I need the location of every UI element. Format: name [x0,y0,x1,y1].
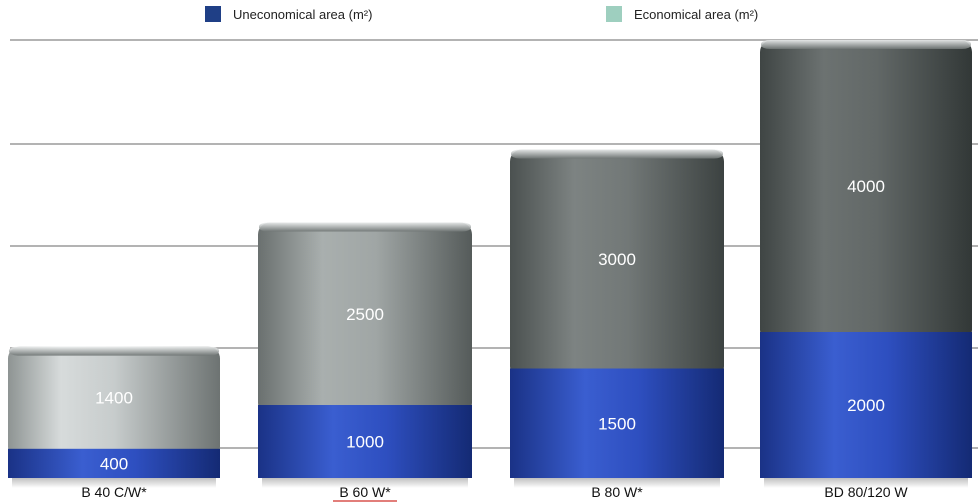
bar-uneconomical [760,332,972,478]
bar-shadow [12,478,216,488]
bar-group: 4000 2000 [760,40,972,488]
bar-cap [511,149,723,159]
legend-label-uneconomical: Uneconomical area (m²) [233,6,373,22]
bar-value-economical: 3000 [598,250,636,269]
bar-cap [9,346,219,356]
bar-uneconomical [8,448,220,478]
category-labels: B 40 C/W* B 60 W* B 80 W* BD 80/120 W [81,484,908,502]
bar-uneconomical [258,405,472,478]
bar-economical [510,149,724,379]
bar-value-economical: 4000 [847,177,885,196]
bar-value-uneconomical: 1500 [598,414,636,433]
bar-cap [259,222,471,232]
chart-legend: Uneconomical area (m²) Economical area (… [0,6,978,30]
bar-value-economical: 2500 [346,305,384,324]
category-label: BD 80/120 W [824,484,908,500]
bar-group: 1400 400 [8,346,220,488]
bar-cap [761,40,971,49]
bar-economical [258,222,472,415]
category-label: B 60 W* [339,484,391,500]
legend-swatch-uneconomical [205,6,221,22]
bar-shadow [514,478,720,488]
bar-value-economical: 1400 [95,389,133,408]
bar-shadow [764,478,968,488]
category-label: B 80 W* [591,484,643,500]
bar-economical [760,40,972,342]
bar-value-uneconomical: 400 [100,454,128,473]
legend-swatch-economical [606,6,622,22]
category-label: B 40 C/W* [81,484,147,500]
bar-value-uneconomical: 1000 [346,433,384,452]
bar-group: 3000 1500 [510,149,724,488]
bar-value-uneconomical: 2000 [847,396,885,415]
legend-item-uneconomical: Uneconomical area (m²) [205,6,372,22]
bar-uneconomical [510,368,724,478]
bar-economical [8,346,220,459]
legend-item-economical: Economical area (m²) [606,6,758,22]
bars: 1400 400 2500 1000 3000 1500 4000 2000 [8,40,972,488]
bar-group: 2500 1000 [258,222,472,488]
legend-label-economical: Economical area (m²) [634,6,759,22]
bar-shadow [262,478,468,488]
